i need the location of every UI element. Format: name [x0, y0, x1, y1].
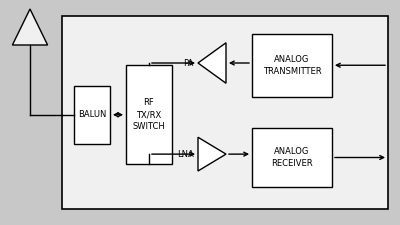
Bar	[126, 65, 172, 164]
Bar	[252, 34, 332, 97]
Text: RF
TX/RX
SWITCH: RF TX/RX SWITCH	[133, 99, 165, 131]
Text: LNA: LNA	[177, 150, 194, 159]
Bar	[252, 128, 332, 187]
Text: PA: PA	[184, 58, 194, 68]
Bar	[62, 16, 388, 209]
Polygon shape	[198, 137, 226, 171]
Text: ANALOG
TRANSMITTER: ANALOG TRANSMITTER	[263, 55, 321, 76]
Polygon shape	[12, 9, 48, 45]
Polygon shape	[198, 43, 226, 83]
Text: BALUN: BALUN	[78, 110, 106, 119]
Bar	[74, 86, 110, 144]
Text: ANALOG
RECEIVER: ANALOG RECEIVER	[271, 147, 313, 168]
